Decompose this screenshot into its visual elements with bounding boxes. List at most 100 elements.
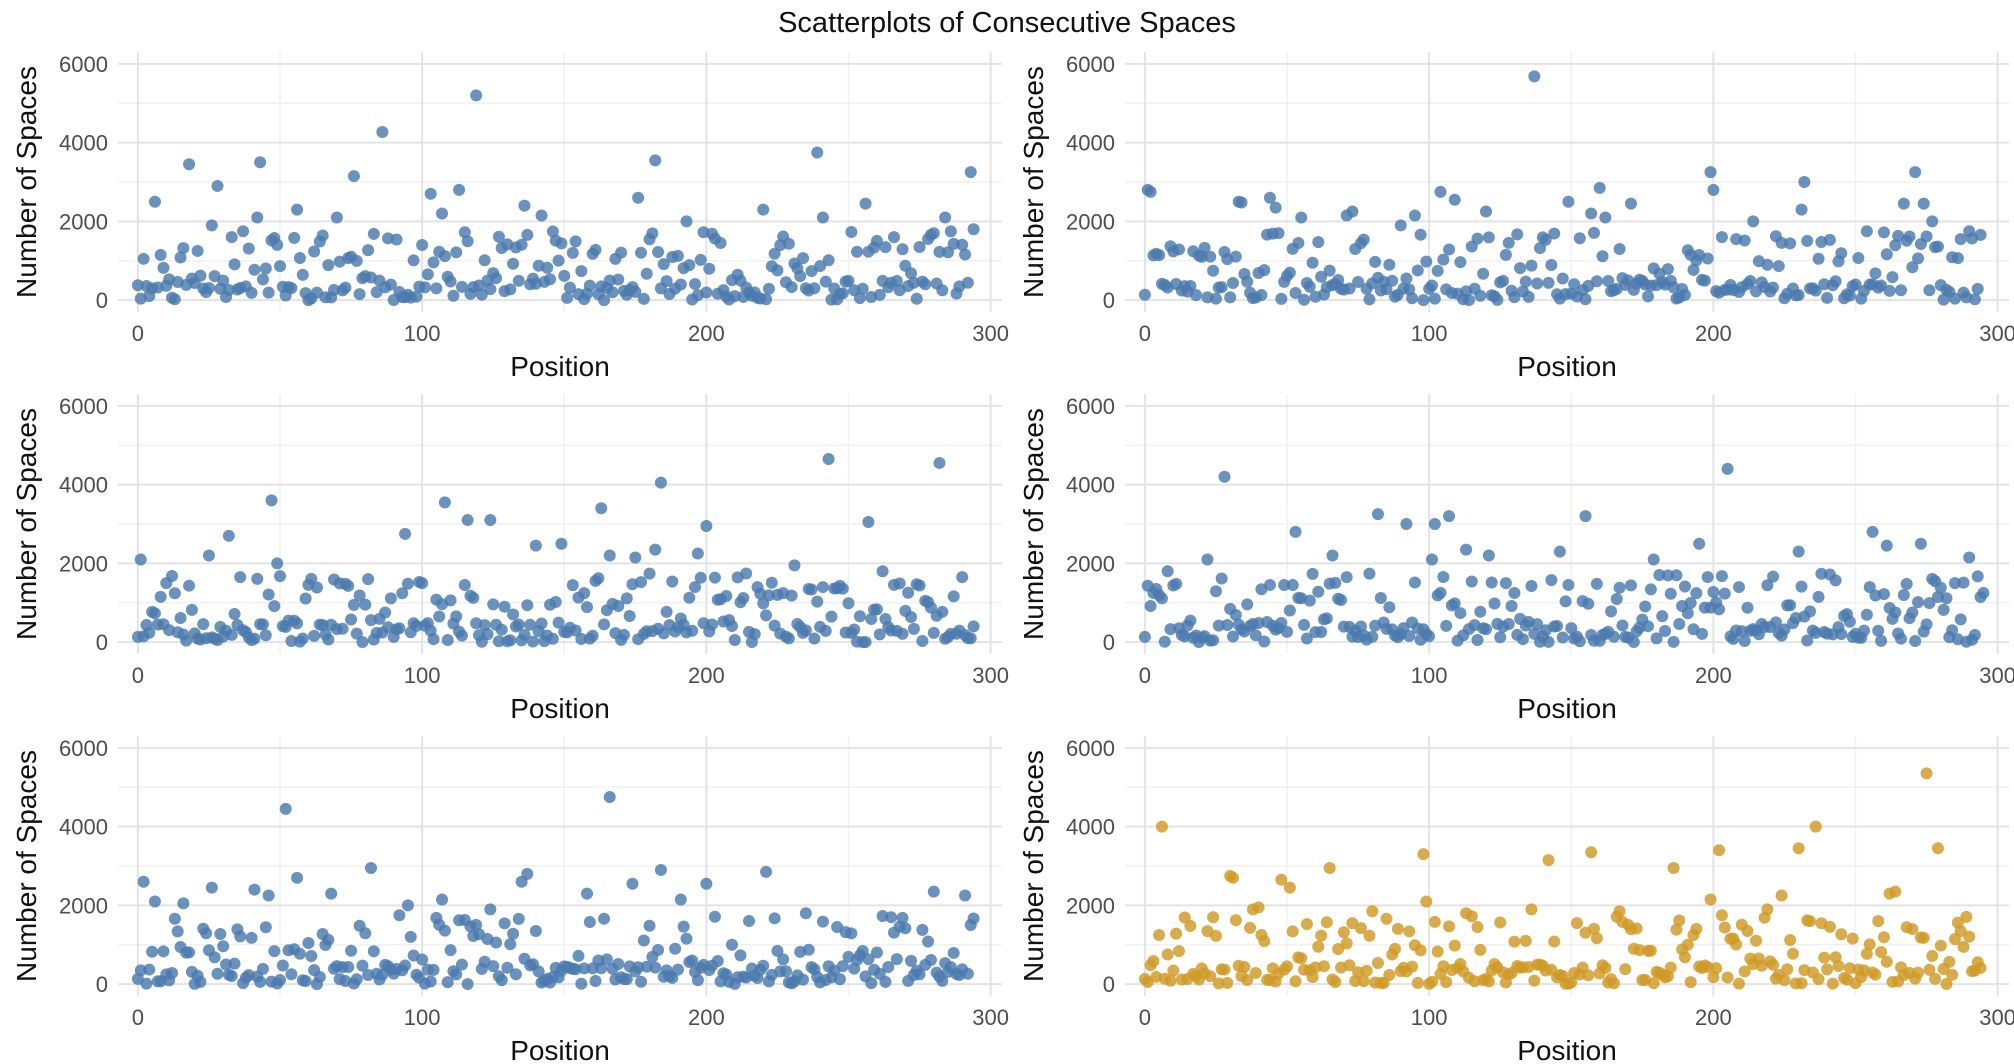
data-point <box>1869 968 1882 981</box>
data-point <box>180 634 193 647</box>
data-point <box>714 237 727 250</box>
data-point <box>708 910 721 923</box>
data-point <box>1784 599 1797 612</box>
data-point <box>1153 249 1166 262</box>
data-point <box>504 938 517 951</box>
data-point <box>1283 604 1296 617</box>
data-point <box>1138 288 1151 301</box>
data-point <box>1872 915 1885 928</box>
data-point <box>851 245 864 258</box>
data-point <box>1926 949 1939 962</box>
data-point <box>328 284 341 297</box>
data-point <box>1499 248 1512 261</box>
x-tick-label: 200 <box>688 321 725 346</box>
data-point <box>1721 971 1734 984</box>
data-point <box>1735 625 1748 638</box>
data-point <box>148 195 161 208</box>
y-tick-label: 2000 <box>59 209 108 234</box>
data-point <box>1931 842 1944 855</box>
data-point <box>1835 928 1848 941</box>
data-point <box>1954 613 1967 626</box>
data-point <box>1428 292 1441 305</box>
data-point <box>1443 920 1456 933</box>
data-point <box>285 635 298 648</box>
data-point <box>1269 201 1282 214</box>
data-point <box>1906 923 1919 936</box>
data-point <box>470 918 483 931</box>
data-point <box>1653 569 1666 582</box>
data-point <box>1877 931 1890 944</box>
data-point <box>1494 916 1507 929</box>
y-axis-title: Number of Spaces <box>11 408 42 640</box>
data-point <box>1505 599 1518 612</box>
data-point <box>1664 961 1677 974</box>
y-tick-label: 4000 <box>1066 131 1115 156</box>
data-point <box>1460 543 1473 556</box>
data-point <box>967 620 980 633</box>
data-point <box>558 269 571 282</box>
data-point <box>1229 914 1242 927</box>
data-point <box>1849 278 1862 291</box>
data-point <box>299 592 312 605</box>
data-point <box>1462 294 1475 307</box>
data-point <box>237 225 250 238</box>
data-point <box>1289 287 1302 300</box>
x-axis-title: Position <box>1517 1035 1617 1064</box>
data-point <box>291 871 304 884</box>
data-point <box>1227 630 1240 643</box>
data-point <box>760 293 773 306</box>
data-point <box>1715 570 1728 583</box>
y-tick-label: 0 <box>1103 288 1115 313</box>
data-point <box>1209 585 1222 598</box>
data-point <box>598 618 611 631</box>
data-point <box>535 209 548 222</box>
data-point <box>1715 909 1728 922</box>
data-point <box>1613 243 1626 256</box>
data-point <box>882 961 895 974</box>
data-point <box>242 242 255 255</box>
data-point <box>578 587 591 600</box>
data-point <box>1343 282 1356 295</box>
data-point <box>524 618 537 631</box>
data-point <box>1696 627 1709 640</box>
data-point <box>256 273 269 286</box>
data-point <box>1155 592 1168 605</box>
data-point <box>797 252 810 265</box>
data-point <box>353 589 366 602</box>
data-point <box>259 629 272 642</box>
data-point <box>725 938 738 951</box>
data-point <box>487 960 500 973</box>
data-point <box>811 146 824 159</box>
data-point <box>782 237 795 250</box>
data-point <box>148 607 161 620</box>
data-point <box>396 587 409 600</box>
data-point <box>1502 236 1515 249</box>
data-point <box>427 633 440 646</box>
data-point <box>1579 510 1592 523</box>
x-axis-title: Position <box>510 693 610 724</box>
data-point <box>1843 289 1856 302</box>
data-point <box>1215 572 1228 585</box>
data-point <box>1258 264 1271 277</box>
data-point <box>1551 619 1564 632</box>
data-point <box>450 968 463 981</box>
data-point <box>424 187 437 200</box>
data-point <box>455 958 468 971</box>
grid-lines <box>1125 394 2009 654</box>
data-point <box>1420 895 1433 908</box>
data-point <box>1920 618 1933 631</box>
data-point <box>1678 951 1691 964</box>
data-point <box>322 633 335 646</box>
data-point <box>495 623 508 636</box>
data-point <box>416 577 429 590</box>
data-point <box>1795 977 1808 990</box>
data-point <box>1144 600 1157 613</box>
data-points <box>131 89 980 307</box>
data-point <box>1923 597 1936 610</box>
data-point <box>438 496 451 509</box>
data-point <box>1542 635 1555 648</box>
data-point <box>1812 252 1825 265</box>
data-point <box>498 917 511 930</box>
data-point <box>245 286 258 299</box>
data-point <box>1619 963 1632 976</box>
